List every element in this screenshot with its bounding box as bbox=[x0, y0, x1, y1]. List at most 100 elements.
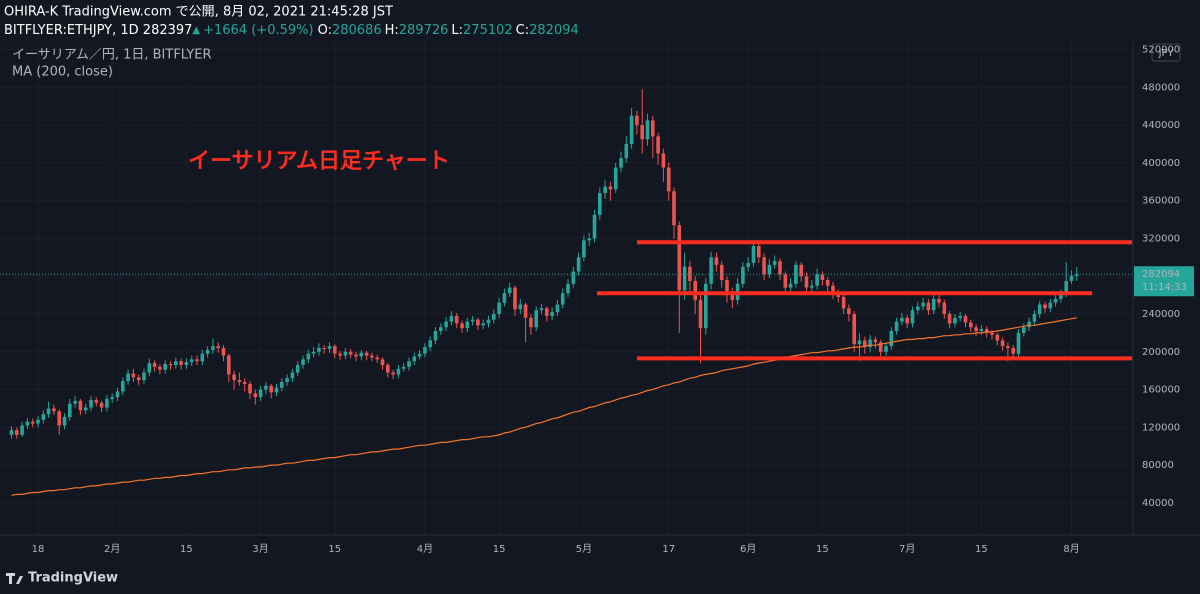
candle-body bbox=[550, 312, 554, 316]
candle-body bbox=[131, 373, 136, 378]
candle-body bbox=[645, 120, 650, 140]
candle-body bbox=[470, 319, 475, 322]
candle-body bbox=[1016, 332, 1021, 354]
candle-body bbox=[815, 274, 819, 286]
candle-body bbox=[693, 280, 697, 300]
candle-body bbox=[99, 402, 104, 408]
candle-body bbox=[709, 257, 713, 284]
candle-body bbox=[857, 340, 862, 345]
candle-body bbox=[423, 347, 427, 354]
legend-symbol: イーサリアム／円, 1日, BITFLYER bbox=[12, 48, 212, 63]
candle-body bbox=[348, 351, 353, 355]
candle-body bbox=[301, 359, 305, 365]
candle-body bbox=[942, 302, 947, 314]
candle-body bbox=[78, 400, 83, 411]
candle-body bbox=[772, 261, 777, 265]
candle-body bbox=[910, 310, 915, 324]
candle-body bbox=[894, 321, 899, 331]
x-tick-label: 15 bbox=[975, 544, 988, 555]
candle-body bbox=[974, 327, 978, 331]
candle-body bbox=[995, 334, 1000, 341]
candle-body bbox=[889, 331, 894, 347]
candle-body bbox=[1022, 327, 1026, 333]
y-tick-label: 400000 bbox=[1142, 158, 1180, 169]
candle-body bbox=[36, 419, 40, 424]
candle-body bbox=[306, 353, 311, 360]
candle-body bbox=[1059, 293, 1063, 299]
candle-body bbox=[1000, 340, 1005, 347]
x-tick-label: 7月 bbox=[899, 543, 915, 555]
candle-body bbox=[15, 430, 19, 435]
candle-body bbox=[126, 373, 130, 382]
candle-body bbox=[9, 430, 14, 435]
candle-body bbox=[969, 322, 973, 328]
candle-body bbox=[751, 246, 756, 263]
candle-body bbox=[984, 329, 989, 333]
candle-body bbox=[757, 246, 761, 258]
candle-body bbox=[83, 407, 88, 411]
candle-body bbox=[916, 306, 920, 311]
candle-body bbox=[73, 400, 77, 404]
countdown: 11:14:33 bbox=[1142, 282, 1187, 293]
candle-body bbox=[216, 346, 220, 348]
candle-body bbox=[741, 266, 745, 284]
candle-body bbox=[576, 257, 581, 272]
candle-body bbox=[831, 285, 835, 294]
candle-body bbox=[799, 264, 803, 277]
candle-body bbox=[1075, 274, 1079, 276]
y-tick-label: 360000 bbox=[1142, 196, 1180, 207]
candle-body bbox=[401, 366, 406, 369]
candle-body bbox=[121, 381, 125, 392]
candle-body bbox=[629, 115, 634, 144]
candle-body bbox=[476, 319, 480, 326]
legend-ma: MA (200, close) bbox=[12, 65, 113, 80]
candle-body bbox=[364, 352, 369, 356]
candle-body bbox=[1006, 346, 1010, 348]
candle-body bbox=[921, 302, 925, 307]
candle-body bbox=[396, 368, 401, 375]
candle-body bbox=[327, 346, 332, 349]
candle-body bbox=[30, 421, 35, 424]
candle-body bbox=[492, 314, 496, 320]
candle-body bbox=[900, 317, 904, 322]
candle-body bbox=[20, 425, 24, 435]
y-tick-label: 240000 bbox=[1142, 309, 1180, 320]
x-tick-label: 15 bbox=[328, 544, 341, 555]
candle-body bbox=[354, 354, 358, 357]
candle-body bbox=[486, 319, 491, 324]
candle-body bbox=[555, 304, 560, 313]
candle-body bbox=[534, 310, 538, 328]
candle-body bbox=[884, 346, 888, 352]
ohlc-label: L: bbox=[451, 23, 463, 38]
ohlc-value: 282094 bbox=[529, 23, 579, 38]
candle-body bbox=[990, 332, 994, 335]
ohlc-value: 275102 bbox=[463, 23, 513, 38]
candle-body bbox=[661, 153, 666, 168]
change-arrow: ▲ bbox=[192, 25, 200, 36]
ma-line bbox=[11, 317, 1077, 496]
ohlc-label: O: bbox=[318, 23, 332, 38]
candle-body bbox=[931, 298, 936, 311]
candle-body bbox=[926, 302, 931, 311]
candle-body bbox=[179, 361, 183, 365]
candle-body bbox=[539, 308, 544, 311]
candle-body bbox=[386, 365, 390, 373]
candle-body bbox=[105, 399, 109, 408]
candle-body bbox=[587, 238, 591, 241]
currency-badge bbox=[1151, 43, 1181, 62]
candle-body bbox=[847, 308, 851, 314]
candle-body bbox=[184, 362, 189, 365]
candle-body bbox=[338, 353, 342, 356]
annotation: イーサリアム日足チャート bbox=[188, 149, 450, 174]
candle-body bbox=[407, 361, 411, 367]
candle-body bbox=[465, 321, 470, 329]
y-tick-label: 120000 bbox=[1142, 422, 1180, 433]
candle-body bbox=[746, 263, 750, 267]
x-tick-label: 5月 bbox=[576, 543, 592, 555]
candle-body bbox=[343, 351, 348, 356]
candle-body bbox=[730, 293, 735, 300]
candle-body bbox=[205, 349, 210, 354]
candle-body bbox=[863, 340, 867, 348]
